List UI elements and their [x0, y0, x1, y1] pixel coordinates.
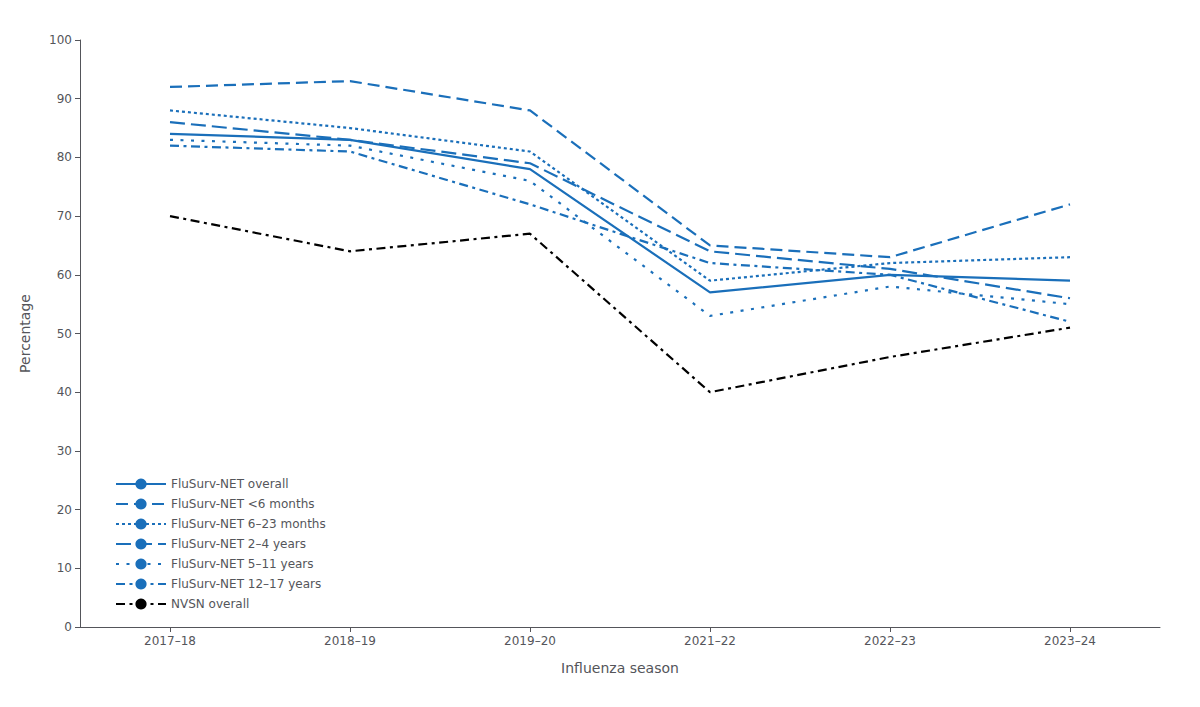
svg-text:Percentage: Percentage — [17, 294, 33, 373]
svg-text:Influenza season: Influenza season — [561, 660, 679, 676]
svg-text:2021–22: 2021–22 — [684, 634, 736, 648]
svg-text:60: 60 — [57, 268, 72, 282]
svg-text:2018–19: 2018–19 — [324, 634, 376, 648]
svg-text:2022–23: 2022–23 — [864, 634, 916, 648]
svg-text:0: 0 — [64, 620, 72, 634]
svg-text:100: 100 — [49, 33, 72, 47]
svg-text:10: 10 — [57, 561, 72, 575]
svg-text:FluSurv-NET 6–23 months: FluSurv-NET 6–23 months — [171, 517, 326, 531]
svg-text:50: 50 — [57, 327, 72, 341]
svg-text:2019–20: 2019–20 — [504, 634, 556, 648]
svg-text:FluSurv-NET 12–17 years: FluSurv-NET 12–17 years — [171, 577, 321, 591]
svg-text:NVSN overall: NVSN overall — [171, 597, 249, 611]
svg-text:FluSurv-NET 5–11 years: FluSurv-NET 5–11 years — [171, 557, 314, 571]
svg-text:40: 40 — [57, 385, 72, 399]
svg-text:2023–24: 2023–24 — [1044, 634, 1096, 648]
svg-text:FluSurv-NET overall: FluSurv-NET overall — [171, 477, 289, 491]
svg-text:80: 80 — [57, 150, 72, 164]
svg-text:30: 30 — [57, 444, 72, 458]
svg-text:70: 70 — [57, 209, 72, 223]
svg-text:20: 20 — [57, 503, 72, 517]
svg-text:2017–18: 2017–18 — [144, 634, 196, 648]
svg-text:FluSurv-NET 2–4 years: FluSurv-NET 2–4 years — [171, 537, 306, 551]
svg-text:FluSurv-NET <6 months: FluSurv-NET <6 months — [171, 497, 315, 511]
svg-text:90: 90 — [57, 92, 72, 106]
